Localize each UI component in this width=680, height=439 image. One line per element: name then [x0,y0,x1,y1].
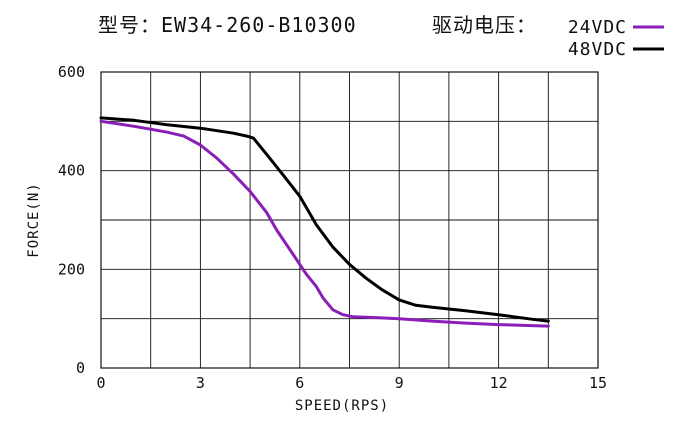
data-series [99,116,550,328]
x-tick-label: 9 [395,374,404,392]
legend-label-48vdc: 48VDC [568,39,627,60]
y-tick-label: 400 [58,162,85,180]
x-tick-labels: 0 3 6 9 12 15 [96,374,607,392]
x-tick-label: 12 [490,374,508,392]
x-tick-label: 6 [295,374,304,392]
y-tick-label: 200 [58,260,85,278]
legend-title: 驱动电压： [432,13,537,37]
chart-title: 型号：EW34-260-B10300 [98,13,357,37]
legend-label-24vdc: 24VDC [568,17,627,38]
series-line-48vdc [99,116,550,323]
x-tick-label: 15 [589,374,607,392]
legend: 驱动电压： 24VDC 48VDC [432,13,664,60]
y-tick-label: 0 [76,359,85,377]
y-axis-label: FORCE(N) [26,182,42,257]
x-axis-label: SPEED(RPS) [295,398,389,414]
y-tick-label: 600 [58,63,85,81]
x-tick-label: 0 [96,374,105,392]
grid [101,72,598,368]
x-tick-label: 3 [196,374,205,392]
plot-frame [100,71,599,369]
y-tick-labels: 0 200 400 600 [58,63,85,377]
series-line-24vdc [99,119,550,328]
